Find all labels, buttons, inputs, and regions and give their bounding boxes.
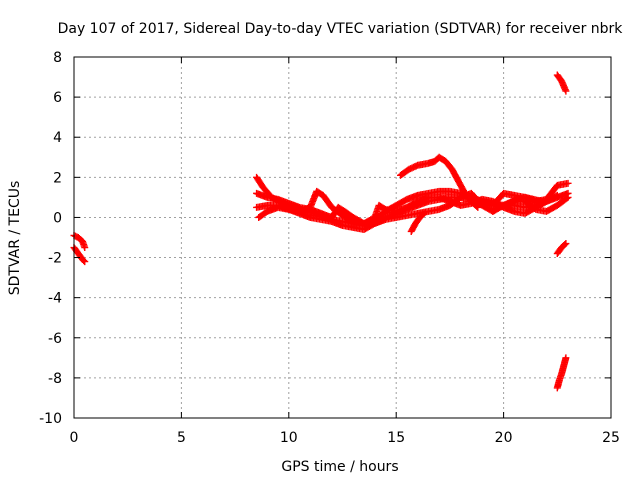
data-point xyxy=(552,192,560,200)
y-tick-label: 6 xyxy=(53,90,62,106)
y-tick-label: 2 xyxy=(53,170,62,186)
y-tick-label: 4 xyxy=(53,130,62,146)
ticks xyxy=(73,56,612,419)
data-point xyxy=(420,209,428,217)
data-point xyxy=(562,240,570,248)
y-tick-label: -4 xyxy=(48,291,62,307)
data-point xyxy=(81,258,89,266)
y-tick-label: -8 xyxy=(48,371,62,387)
y-axis-label: SDTVAR / TECUs xyxy=(7,181,23,296)
data-point xyxy=(419,210,427,218)
data-point xyxy=(562,354,570,362)
y-tick-label: -10 xyxy=(39,411,62,427)
data-point xyxy=(538,197,546,205)
x-tick-label: 10 xyxy=(280,430,298,446)
plot-frame xyxy=(73,56,612,419)
data-point xyxy=(80,257,88,265)
y-tick-label: -2 xyxy=(48,251,62,267)
data-point xyxy=(553,191,561,199)
data-point xyxy=(564,179,572,187)
data-point xyxy=(562,87,570,95)
x-tick-labels: 0 5 10 15 20 25 xyxy=(70,430,620,446)
data-point xyxy=(474,203,482,211)
chart-title: Day 107 of 2017, Sidereal Day-to-day VTE… xyxy=(58,21,624,37)
data-point xyxy=(564,193,572,201)
y-tick-label: -6 xyxy=(48,331,62,347)
x-tick-label: 25 xyxy=(602,430,620,446)
x-axis-label: GPS time / hours xyxy=(281,459,398,475)
data-point xyxy=(473,202,481,210)
data-point xyxy=(563,194,571,202)
x-tick-label: 15 xyxy=(387,430,405,446)
x-tick-label: 5 xyxy=(177,430,186,446)
y-tick-label: 8 xyxy=(53,50,62,66)
grid xyxy=(74,57,611,418)
y-tick-labels: -10 -8 -6 -4 -2 0 2 4 6 8 xyxy=(39,50,62,427)
x-tick-label: 20 xyxy=(495,430,513,446)
y-tick-label: 0 xyxy=(53,210,62,226)
x-tick-label: 0 xyxy=(70,430,79,446)
data-layer xyxy=(70,71,572,392)
data-point xyxy=(561,241,569,249)
data-point xyxy=(81,244,89,252)
